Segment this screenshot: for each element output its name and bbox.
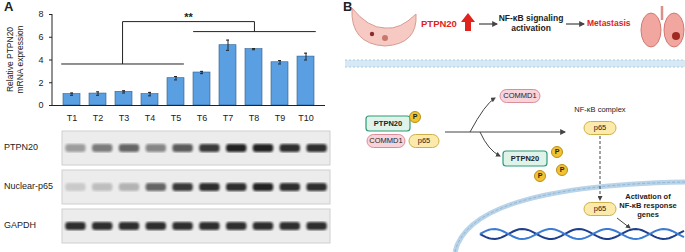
svg-text:NF-κB response: NF-κB response (619, 201, 677, 210)
svg-text:P: P (560, 166, 565, 173)
svg-text:T3: T3 (119, 113, 130, 123)
svg-text:T9: T9 (275, 113, 286, 123)
svg-text:NF-κB complex: NF-κB complex (574, 105, 626, 114)
svg-text:PTPN20: PTPN20 (4, 142, 38, 152)
svg-text:P: P (538, 172, 543, 179)
svg-text:T10: T10 (298, 113, 314, 123)
svg-text:genes: genes (637, 210, 659, 219)
svg-text:GAPDH: GAPDH (4, 220, 36, 230)
svg-text:Nuclear-p65: Nuclear-p65 (4, 181, 53, 191)
svg-text:PTPN20: PTPN20 (374, 119, 402, 128)
svg-text:8: 8 (38, 9, 43, 19)
svg-text:p65: p65 (418, 136, 431, 145)
svg-text:4: 4 (38, 55, 43, 65)
svg-text:T4: T4 (145, 113, 156, 123)
svg-text:**: ** (184, 11, 193, 23)
svg-text:T5: T5 (171, 113, 182, 123)
svg-text:activation: activation (511, 23, 551, 33)
svg-text:COMMD1: COMMD1 (503, 91, 536, 100)
svg-text:A: A (4, 0, 14, 14)
svg-text:T1: T1 (67, 113, 78, 123)
svg-text:T6: T6 (197, 113, 208, 123)
svg-text:B: B (343, 0, 352, 14)
svg-text:0: 0 (38, 100, 43, 110)
svg-text:T8: T8 (249, 113, 260, 123)
svg-text:Relative PTPN20mRNA expression: Relative PTPN20mRNA expression (5, 25, 25, 93)
svg-text:PTPN20: PTPN20 (421, 18, 457, 29)
svg-text:NF-κB signaling: NF-κB signaling (499, 13, 564, 23)
svg-text:Metastasis: Metastasis (587, 18, 631, 28)
svg-text:P: P (555, 148, 560, 155)
svg-text:P: P (413, 113, 418, 120)
svg-text:p65: p65 (594, 204, 607, 213)
svg-text:T2: T2 (93, 113, 104, 123)
svg-text:2: 2 (38, 78, 43, 88)
svg-text:T7: T7 (223, 113, 234, 123)
svg-text:PTPN20: PTPN20 (511, 154, 539, 163)
svg-text:6: 6 (38, 32, 43, 42)
svg-text:p65: p65 (594, 123, 607, 132)
svg-text:COMMD1: COMMD1 (369, 136, 402, 145)
svg-text:Activation of: Activation of (625, 192, 671, 201)
